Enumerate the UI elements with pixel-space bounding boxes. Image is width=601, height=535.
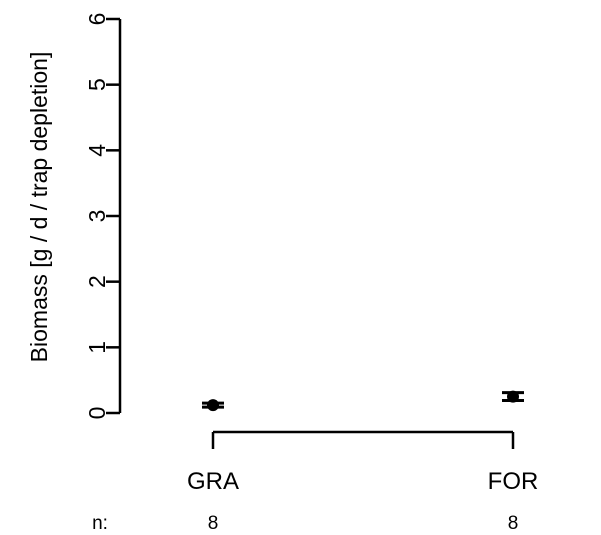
y-tick-label-1: 1 (84, 341, 110, 354)
data-marks (202, 390, 524, 412)
x-axis: GRA FOR (187, 430, 539, 495)
x-tick-label-for: FOR (488, 468, 539, 495)
sample-size-gra: 8 (208, 513, 219, 534)
y-tick-label-0: 0 (84, 407, 110, 420)
y-tick-label-4: 4 (84, 144, 110, 157)
x-tick-label-gra: GRA (187, 468, 239, 495)
y-axis-label: Biomass [g / d / trap depletion] (26, 52, 52, 363)
y-axis: 0 1 2 3 4 5 6 (84, 13, 122, 420)
data-point-gra (207, 399, 219, 412)
y-tick-label-2: 2 (84, 275, 110, 288)
data-point-for (507, 390, 519, 403)
sample-size-label: n: (92, 513, 108, 534)
y-tick-label-5: 5 (84, 78, 110, 91)
sample-size-for: 8 (508, 513, 519, 534)
y-tick-label-3: 3 (84, 210, 110, 223)
y-tick-label-6: 6 (84, 13, 110, 26)
